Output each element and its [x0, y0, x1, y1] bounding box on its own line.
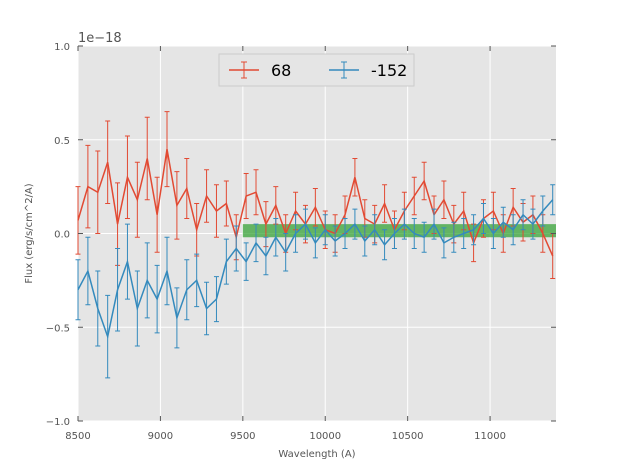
legend-label: -152	[371, 61, 407, 80]
legend-entry-0: 68	[229, 61, 291, 80]
data-series	[75, 111, 556, 379]
x-tick-label: 10500	[392, 431, 424, 442]
x-tick-label: 11000	[474, 431, 506, 442]
y-tick-label: 0.5	[54, 136, 70, 147]
x-axis-label: Wavelength (A)	[278, 449, 355, 460]
legend: 68 -152	[218, 53, 415, 87]
series-1	[75, 184, 556, 379]
axis-ticks	[77, 45, 556, 422]
y-offset-label: 1e−18	[78, 31, 122, 46]
legend-label: 68	[271, 61, 291, 80]
series-line-1	[77, 199, 554, 340]
legend-entry-1: -152	[329, 61, 407, 80]
x-tick-label: 10000	[309, 431, 341, 442]
x-tick-label: 8500	[65, 431, 90, 442]
y-tick-label: −1.0	[46, 417, 70, 428]
tick-labels: 8500 9000 9500 10000 10500 11000 −1.0 −0.5 0.0 0.…	[46, 42, 506, 442]
x-tick-label: 9000	[148, 431, 173, 442]
y-axis-label: Flux (erg/s/cm^2/A)	[24, 183, 35, 283]
y-tick-label: 0.0	[54, 230, 70, 241]
y-tick-label: −0.5	[46, 323, 70, 334]
x-tick-label: 9500	[230, 431, 255, 442]
y-tick-label: 1.0	[54, 42, 70, 53]
series-0	[75, 111, 556, 279]
